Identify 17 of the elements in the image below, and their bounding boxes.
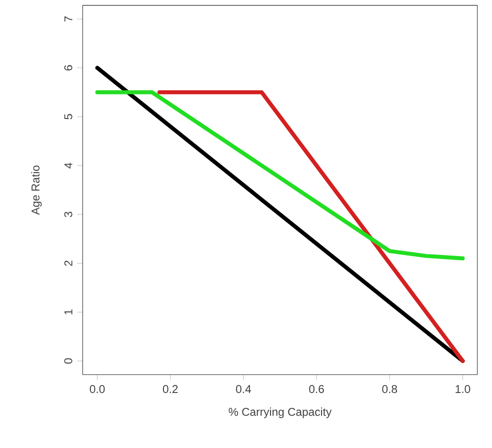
y-tick-label: 6 — [64, 65, 72, 70]
y-tick-label: 0 — [64, 358, 72, 364]
y-tick-label: 2 — [64, 260, 72, 266]
x-tick-label: 1.0 — [456, 385, 470, 394]
y-tick-label: 3 — [64, 212, 72, 218]
y-tick-label: 4 — [64, 162, 72, 168]
y-tick-label: 7 — [64, 16, 72, 22]
x-axis-title: % Carrying Capacity — [228, 408, 332, 418]
y-tick-label: 1 — [64, 310, 72, 314]
x-tick-label: 0.6 — [309, 385, 324, 394]
x-tick-label: 0.4 — [236, 385, 252, 394]
line-series — [95, 90, 465, 260]
x-tick-label: 0.2 — [162, 385, 178, 394]
x-tick-label: 0.8 — [382, 385, 398, 394]
x-tick-label: 0.0 — [90, 385, 105, 394]
y-axis-title: Age Ratio — [31, 166, 42, 215]
y-tick-label: 5 — [64, 114, 72, 120]
